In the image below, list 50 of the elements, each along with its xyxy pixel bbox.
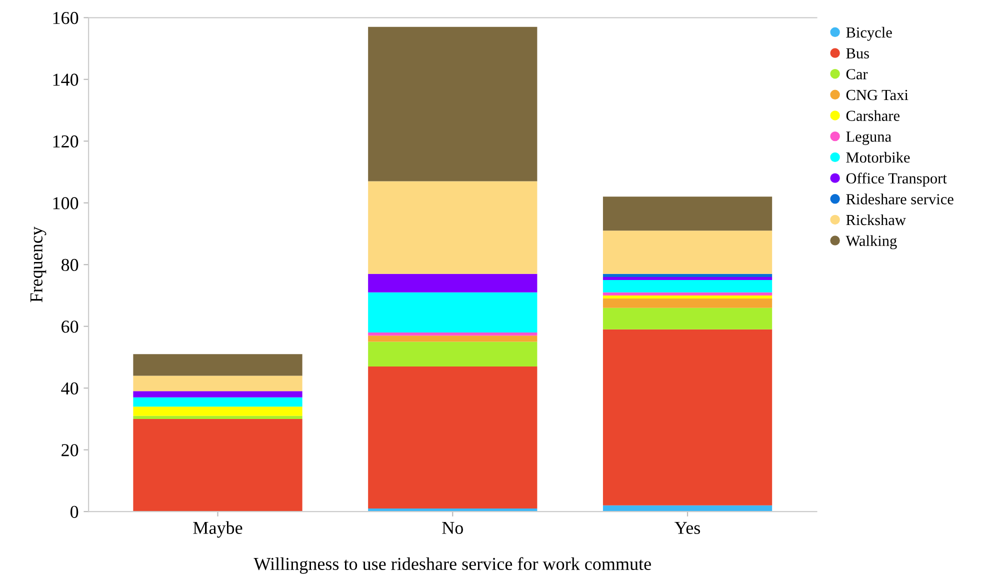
bar bbox=[602, 298, 772, 308]
bar bbox=[602, 292, 772, 296]
y-tick-label: 80 bbox=[61, 258, 78, 272]
y-tick-label: 0 bbox=[70, 506, 78, 518]
bar bbox=[602, 276, 772, 280]
bar bbox=[368, 332, 538, 336]
bar bbox=[368, 366, 538, 508]
y-tick-label: 20 bbox=[62, 444, 78, 456]
y-tick-label: 60 bbox=[62, 320, 78, 333]
bar bbox=[602, 274, 772, 277]
legend-label: Car bbox=[846, 69, 868, 80]
bar bbox=[133, 416, 302, 419]
legend-label: Rideshare service bbox=[846, 194, 954, 204]
bar bbox=[368, 26, 538, 182]
bar bbox=[368, 336, 538, 342]
y-tick-label: 160 bbox=[53, 12, 78, 24]
bar bbox=[368, 342, 538, 366]
x-tick-label: Yes bbox=[674, 522, 700, 534]
legend-label: Walking bbox=[846, 235, 897, 250]
bar bbox=[602, 329, 772, 506]
bar bbox=[602, 295, 772, 299]
bar bbox=[368, 292, 538, 333]
legend-label: Motorbike bbox=[846, 152, 910, 163]
bar bbox=[602, 196, 772, 231]
y-tick-label: 120 bbox=[53, 135, 78, 148]
legend-label: Rickshaw bbox=[846, 214, 906, 226]
x-axis-title: Willingness to use rideshare service for work commute bbox=[254, 557, 651, 574]
legend-label: Leguna bbox=[846, 132, 892, 145]
y-tick-label: 100 bbox=[53, 197, 78, 210]
x-tick-label: No bbox=[442, 522, 463, 534]
legend-label: Bus bbox=[846, 48, 869, 59]
legend-label: Bicycle bbox=[846, 26, 892, 41]
bar bbox=[368, 274, 538, 292]
bar bbox=[602, 280, 772, 292]
bar bbox=[133, 391, 302, 398]
legend-label: Office Transport bbox=[846, 172, 947, 187]
bar bbox=[602, 308, 772, 330]
bar bbox=[368, 181, 538, 274]
legend-label: CNG Taxi bbox=[846, 90, 908, 100]
y-tick-label: 40 bbox=[61, 382, 78, 395]
bar bbox=[133, 406, 302, 416]
bar bbox=[133, 397, 302, 407]
bar bbox=[133, 376, 302, 392]
bar bbox=[133, 354, 302, 376]
legend-label: Carshare bbox=[846, 110, 900, 121]
bar bbox=[602, 230, 772, 274]
bar bbox=[133, 418, 302, 512]
y-tick-label: 140 bbox=[53, 74, 78, 86]
x-tick-label: Maybe bbox=[193, 521, 242, 538]
y-axis-title: Frequency bbox=[30, 226, 46, 302]
